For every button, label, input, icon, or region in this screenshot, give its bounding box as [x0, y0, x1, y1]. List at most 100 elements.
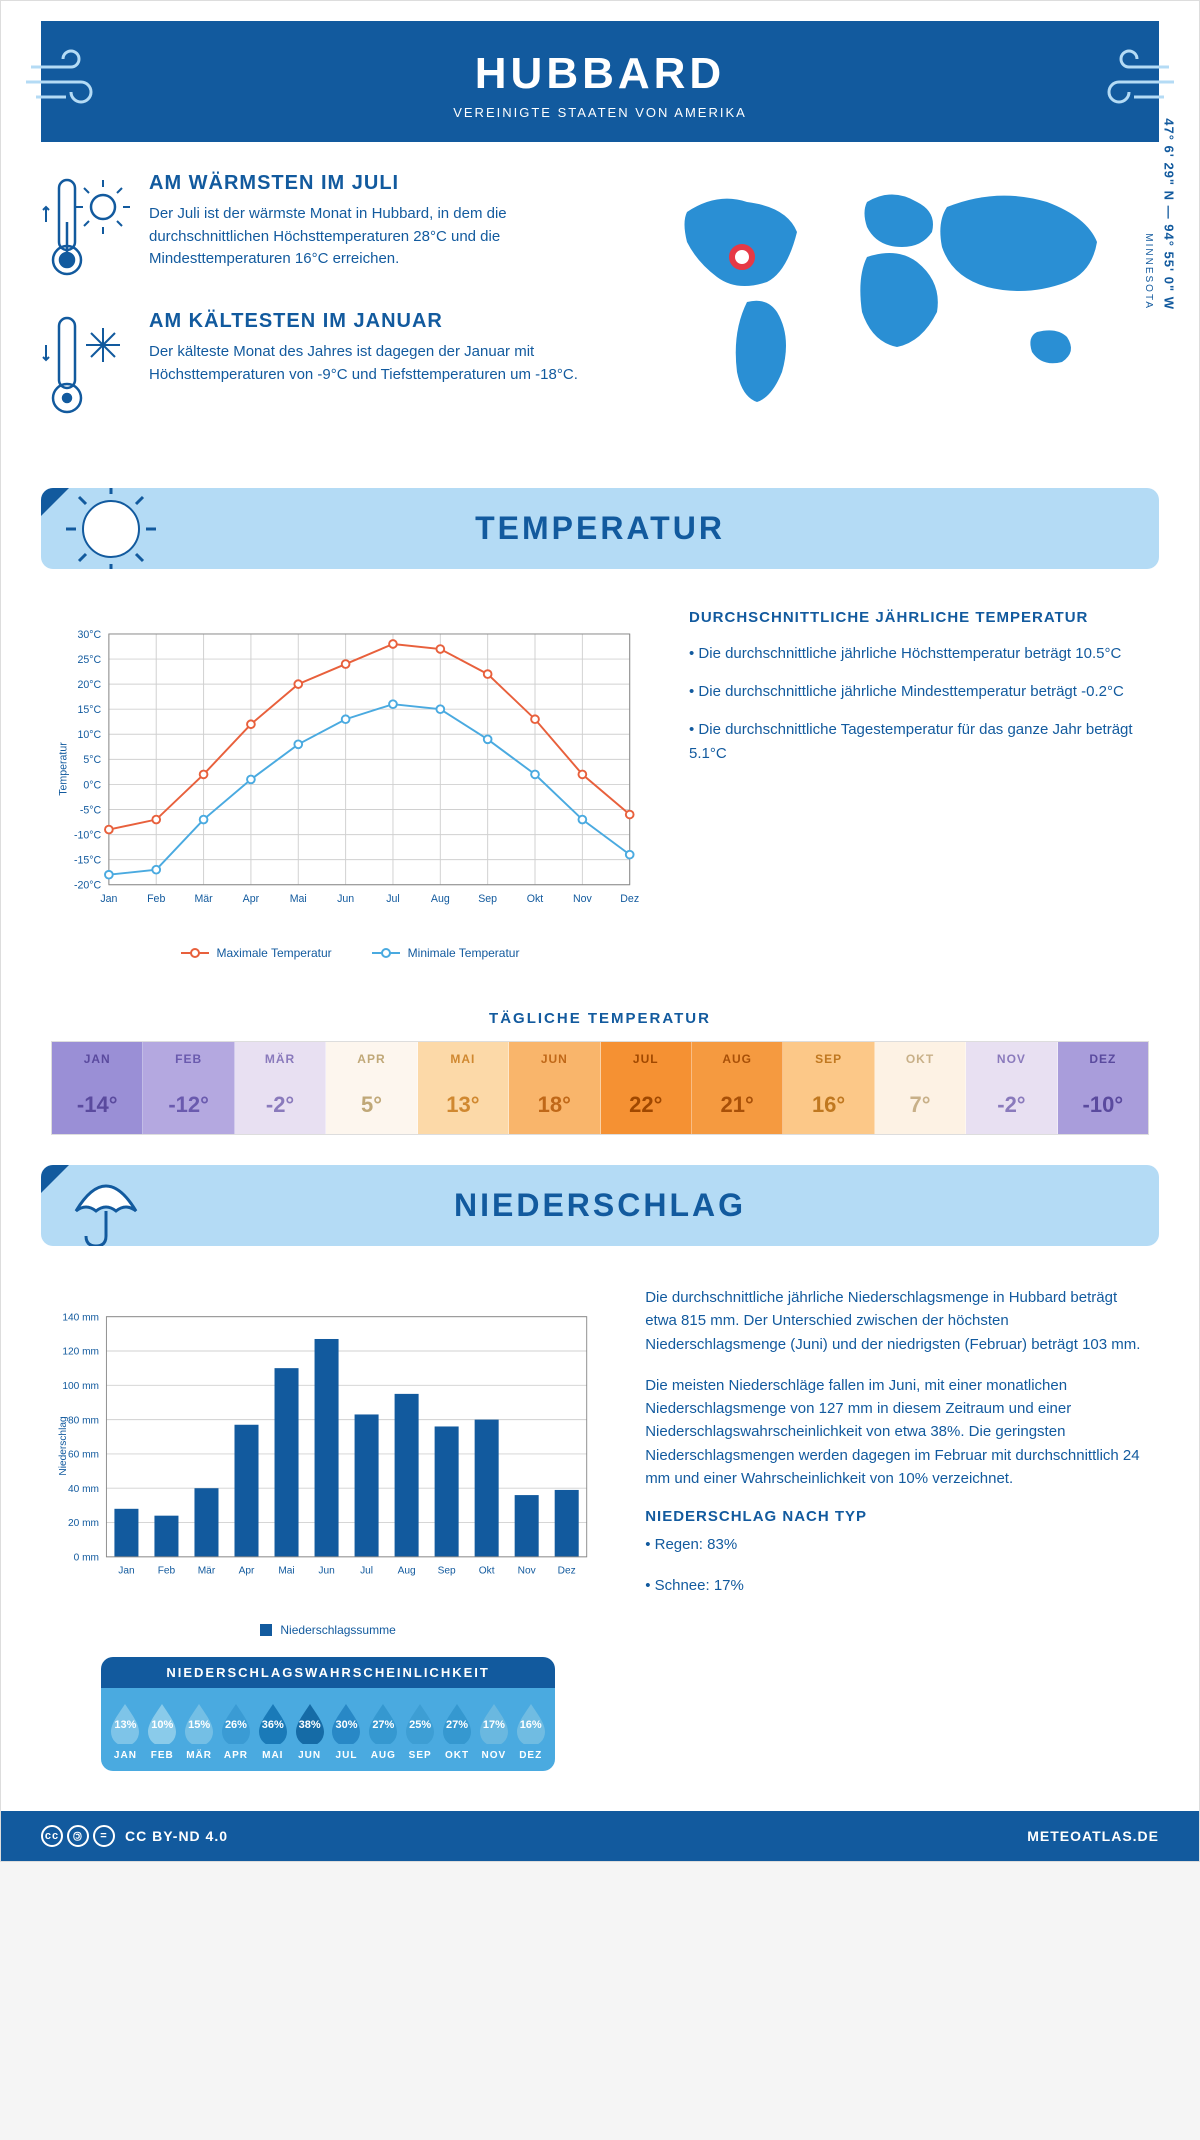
probability-panel: NIEDERSCHLAGSWAHRSCHEINLICHKEIT 13%JAN10… [101, 1657, 555, 1771]
svg-text:-15°C: -15°C [74, 855, 102, 867]
precip-type-2: • Schnee: 17% [645, 1574, 1149, 1597]
daily-temp-grid: JAN-14°FEB-12°MÄR-2°APR5°MAI13°JUN18°JUL… [51, 1041, 1149, 1135]
sun-icon [61, 488, 161, 569]
license-label: CC BY-ND 4.0 [125, 1828, 228, 1844]
daily-cell: APR5° [326, 1042, 417, 1134]
svg-text:Niederschlag: Niederschlag [58, 1416, 69, 1475]
daily-temp-title: TÄGLICHE TEMPERATUR [1, 1010, 1199, 1027]
temp-info: DURCHSCHNITTLICHE JÄHRLICHE TEMPERATUR •… [689, 609, 1149, 960]
daily-cell: NOV-2° [966, 1042, 1057, 1134]
infographic-page: HUBBARD VEREINIGTE STAATEN VON AMERIKA A… [0, 0, 1200, 1862]
probability-cell: 27%OKT [439, 1702, 476, 1761]
daily-cell: MÄR-2° [235, 1042, 326, 1134]
svg-text:80 mm: 80 mm [68, 1415, 99, 1426]
header-band: HUBBARD VEREINIGTE STAATEN VON AMERIKA [41, 21, 1159, 142]
probability-cell: 30%JUL [328, 1702, 365, 1761]
svg-text:Aug: Aug [398, 1565, 416, 1576]
legend-min: Minimale Temperatur [408, 946, 520, 960]
probability-cell: 15%MÄR [181, 1702, 218, 1761]
svg-text:Mär: Mär [194, 893, 213, 905]
svg-text:-20°C: -20°C [74, 880, 102, 892]
daily-cell: JUN18° [509, 1042, 600, 1134]
svg-text:Jul: Jul [360, 1565, 373, 1576]
fact-warmest: AM WÄRMSTEN IM JULI Der Juli ist der wär… [41, 172, 585, 282]
precip-banner: NIEDERSCHLAG [41, 1165, 1159, 1246]
fact-coldest: AM KÄLTESTEN IM JANUAR Der kälteste Mona… [41, 310, 585, 420]
probability-cell: 27%AUG [365, 1702, 402, 1761]
probability-title: NIEDERSCHLAGSWAHRSCHEINLICHKEIT [101, 1657, 555, 1688]
svg-text:Mai: Mai [290, 893, 307, 905]
site-label: METEOATLAS.DE [1027, 1828, 1159, 1844]
precip-type-heading: NIEDERSCHLAG NACH TYP [645, 1508, 1149, 1525]
svg-text:Okt: Okt [479, 1565, 495, 1576]
svg-text:-5°C: -5°C [80, 804, 102, 816]
precip-p1: Die durchschnittliche jährliche Niedersc… [645, 1286, 1149, 1356]
wind-icon [1079, 42, 1179, 122]
svg-text:Jun: Jun [337, 893, 354, 905]
svg-text:Apr: Apr [243, 893, 260, 905]
world-map-icon [615, 172, 1159, 412]
svg-text:Temperatur: Temperatur [57, 742, 69, 796]
svg-text:Nov: Nov [573, 893, 593, 905]
temp-bullet-1: • Die durchschnittliche jährliche Höchst… [689, 642, 1149, 666]
probability-cell: 17%NOV [475, 1702, 512, 1761]
temp-info-heading: DURCHSCHNITTLICHE JÄHRLICHE TEMPERATUR [689, 609, 1149, 626]
svg-text:Sep: Sep [478, 893, 497, 905]
svg-text:20°C: 20°C [77, 679, 101, 691]
svg-text:20 mm: 20 mm [68, 1518, 99, 1529]
probability-cell: 13%JAN [107, 1702, 144, 1761]
daily-cell: AUG21° [692, 1042, 783, 1134]
coordinates: 47° 6' 29" N — 94° 55' 0" W [1162, 118, 1177, 310]
precip-banner-title: NIEDERSCHLAG [41, 1187, 1159, 1224]
fact-warm-title: AM WÄRMSTEN IM JULI [149, 172, 585, 195]
probability-cell: 36%MAI [254, 1702, 291, 1761]
fact-cold-text: Der kälteste Monat des Jahres ist dagege… [149, 341, 585, 386]
svg-text:Feb: Feb [158, 1565, 176, 1576]
svg-text:Feb: Feb [147, 893, 165, 905]
svg-text:30°C: 30°C [77, 629, 101, 641]
temp-banner-title: TEMPERATUR [41, 510, 1159, 547]
daily-cell: FEB-12° [143, 1042, 234, 1134]
svg-text:0 mm: 0 mm [74, 1553, 99, 1564]
temp-legend: .legend-line[style*='e8603c']::after{bor… [51, 946, 649, 960]
fact-cold-title: AM KÄLTESTEN IM JANUAR [149, 310, 585, 333]
svg-text:140 mm: 140 mm [62, 1312, 99, 1323]
svg-text:40 mm: 40 mm [68, 1484, 99, 1495]
page-title: HUBBARD [41, 49, 1159, 99]
legend-max: Maximale Temperatur [217, 946, 332, 960]
page-subtitle: VEREINIGTE STAATEN VON AMERIKA [41, 105, 1159, 120]
precip-chart: 0 mm20 mm40 mm60 mm80 mm100 mm120 mm140 … [51, 1286, 605, 1801]
svg-text:Jun: Jun [318, 1565, 334, 1576]
svg-text:10°C: 10°C [77, 729, 101, 741]
thermometer-snow-icon [41, 310, 131, 420]
precip-legend: Niederschlagssumme [51, 1623, 605, 1637]
temp-bullet-2: • Die durchschnittliche jährliche Mindes… [689, 680, 1149, 704]
probability-cell: 38%JUN [291, 1702, 328, 1761]
svg-text:-10°C: -10°C [74, 829, 102, 841]
temperature-chart: -20°C-15°C-10°C-5°C0°C5°C10°C15°C20°C25°… [51, 609, 649, 960]
umbrella-icon [61, 1165, 151, 1246]
probability-cell: 16%DEZ [512, 1702, 549, 1761]
footer: cc🄯= CC BY-ND 4.0 METEOATLAS.DE [1, 1811, 1199, 1861]
svg-text:60 mm: 60 mm [68, 1450, 99, 1461]
svg-text:Jan: Jan [100, 893, 117, 905]
svg-text:Sep: Sep [438, 1565, 456, 1576]
svg-text:Dez: Dez [558, 1565, 576, 1576]
svg-text:120 mm: 120 mm [62, 1347, 99, 1358]
svg-text:Nov: Nov [518, 1565, 537, 1576]
svg-text:Mär: Mär [198, 1565, 216, 1576]
daily-cell: JUL22° [601, 1042, 692, 1134]
svg-text:Dez: Dez [620, 893, 639, 905]
svg-text:5°C: 5°C [83, 754, 101, 766]
wind-icon [21, 42, 121, 122]
svg-text:25°C: 25°C [77, 654, 101, 666]
probability-cell: 26%APR [218, 1702, 255, 1761]
svg-text:0°C: 0°C [83, 779, 101, 791]
daily-cell: DEZ-10° [1058, 1042, 1148, 1134]
daily-cell: JAN-14° [52, 1042, 143, 1134]
precip-p2: Die meisten Niederschläge fallen im Juni… [645, 1374, 1149, 1490]
probability-cell: 25%SEP [402, 1702, 439, 1761]
svg-text:Aug: Aug [431, 893, 450, 905]
thermometer-sun-icon [41, 172, 131, 282]
svg-text:Okt: Okt [527, 893, 544, 905]
